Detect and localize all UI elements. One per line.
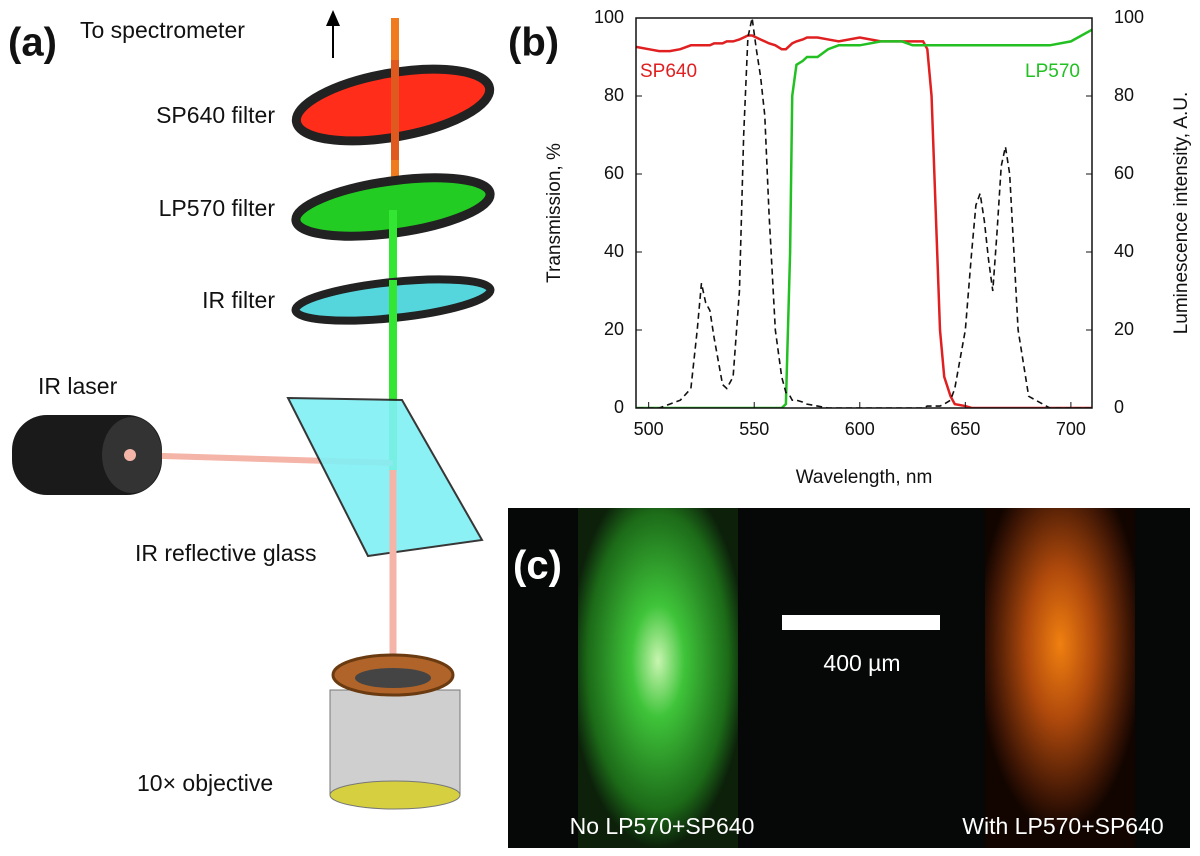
x-tick-label: 550 xyxy=(739,419,769,439)
y-tick-label: 20 xyxy=(604,319,624,339)
y-tick-label: 80 xyxy=(604,85,624,105)
caption: No LP570+SP640 xyxy=(570,813,755,839)
orange-emission xyxy=(985,508,1135,848)
y-tick-label: 60 xyxy=(604,163,624,183)
label: To spectrometer xyxy=(80,17,245,43)
series-line xyxy=(636,34,1092,408)
y-axis-label: Transmission, % xyxy=(544,143,565,283)
y-tick-label: 40 xyxy=(604,241,624,261)
x-tick-label: 650 xyxy=(950,419,980,439)
y2-tick-label: 60 xyxy=(1114,163,1134,183)
label: IR laser xyxy=(38,373,118,399)
scale-bar xyxy=(782,615,940,630)
x-axis-label: Wavelength, nm xyxy=(796,467,933,488)
y2-tick-label: 40 xyxy=(1114,241,1134,261)
series-line xyxy=(636,17,1092,408)
panel-label: (c) xyxy=(513,544,562,588)
series-label: SP640 xyxy=(640,61,697,82)
laser-aperture xyxy=(124,449,136,461)
objective-lens xyxy=(355,668,431,688)
y2-tick-label: 20 xyxy=(1114,319,1134,339)
y2-tick-label: 80 xyxy=(1114,85,1134,105)
y-tick-label: 0 xyxy=(614,397,624,417)
scale-label: 400 µm xyxy=(823,650,900,676)
plot-frame xyxy=(635,17,1093,409)
caption: With LP570+SP640 xyxy=(962,813,1163,839)
arrow-head xyxy=(326,10,340,26)
x-tick-label: 500 xyxy=(634,419,664,439)
objective-body xyxy=(329,689,461,796)
y2-tick-label: 100 xyxy=(1114,7,1144,27)
x-tick-label: 600 xyxy=(845,419,875,439)
y-tick-label: 100 xyxy=(594,7,624,27)
setup-diagram xyxy=(12,10,495,810)
series-label: LP570 xyxy=(1025,61,1080,82)
panel-label: (a) xyxy=(8,21,57,65)
label: SP640 filter xyxy=(156,102,275,128)
y2-tick-label: 0 xyxy=(1114,397,1124,417)
label: LP570 filter xyxy=(159,195,276,221)
green-emission xyxy=(578,508,738,848)
series-line xyxy=(636,28,1092,408)
label: IR reflective glass xyxy=(135,540,317,566)
y2-axis-label: Luminescence intensity, A.U. xyxy=(1171,92,1192,335)
reflective-glass xyxy=(286,396,484,558)
objective-base xyxy=(329,780,461,810)
label: IR filter xyxy=(202,287,275,313)
panel-label: (b) xyxy=(508,21,559,65)
label: 10× objective xyxy=(137,770,273,796)
x-tick-label: 700 xyxy=(1056,419,1086,439)
